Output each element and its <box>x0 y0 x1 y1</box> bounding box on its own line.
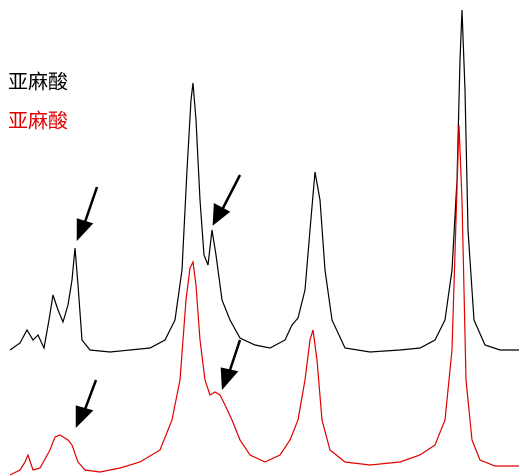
arrow-head <box>76 218 94 242</box>
spectrum-line <box>9 9 519 353</box>
arrow-head <box>75 405 94 429</box>
arrow <box>227 339 242 374</box>
arrow-head <box>220 367 239 391</box>
arrow <box>220 174 242 211</box>
spectrum-line <box>9 124 519 476</box>
arrow <box>82 379 98 413</box>
arrow <box>82 186 99 226</box>
arrows <box>75 174 242 429</box>
legend-label: 亚麻酸 <box>8 70 68 94</box>
arrow-head <box>212 202 231 226</box>
legend-label: 亚麻酸 <box>8 109 68 133</box>
